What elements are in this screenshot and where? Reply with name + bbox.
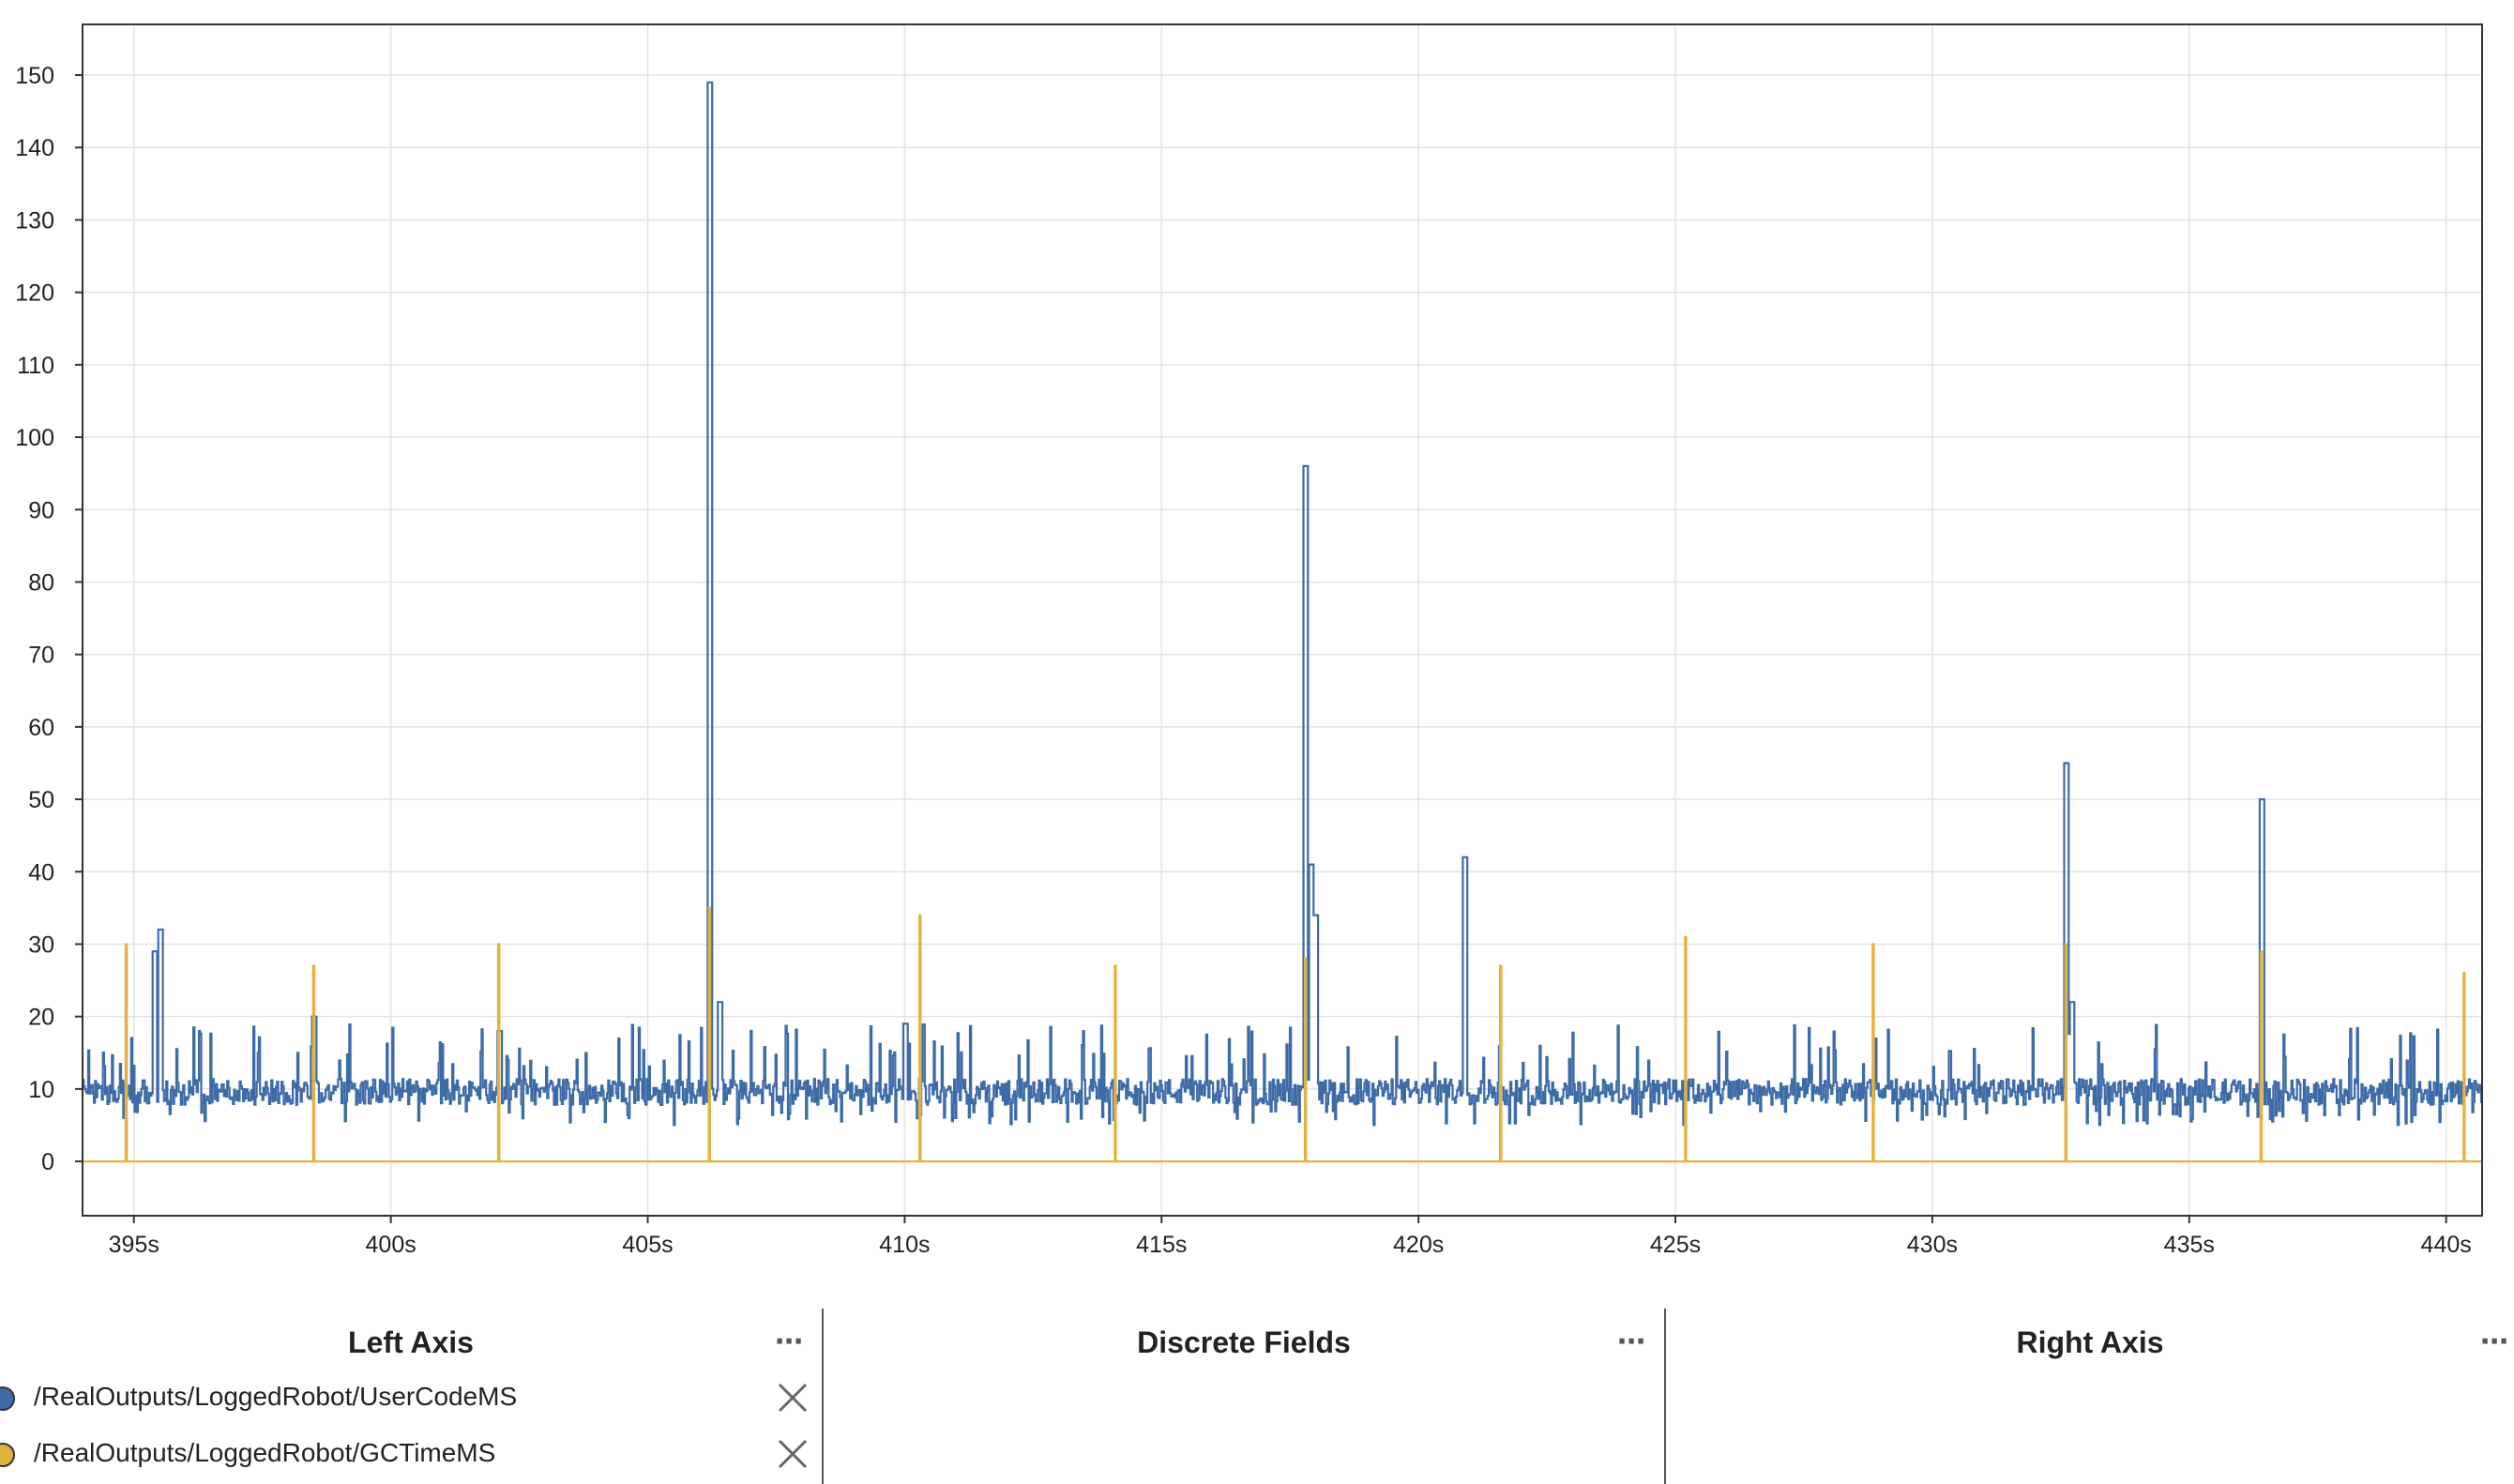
panel-divider [822,1309,824,1484]
x-tick-label: 410s [879,1232,930,1258]
y-tick-label: 90 [28,497,54,523]
field-color-dot-icon[interactable] [0,1443,15,1467]
right-axis-menu-ellipsis-icon[interactable]: ⋯ [2480,1326,2510,1357]
discrete-fields-menu-ellipsis-icon[interactable]: ⋯ [1617,1326,1647,1357]
grid-layer [83,24,2482,1216]
y-tick-label: 70 [28,643,54,669]
axis-panels: Left Axis ⋯ /RealOutputs/LoggedRobot/Use… [0,1309,2514,1484]
x-tick-label: 420s [1393,1232,1444,1258]
close-icon[interactable] [775,1436,810,1472]
field-item-gctimems[interactable]: /RealOutputs/LoggedRobot/GCTimeMS [0,1431,816,1477]
left-axis-title: Left Axis [348,1325,474,1359]
plot-frame [82,23,2483,1217]
x-tick-label: 440s [2421,1232,2472,1258]
field-color-dot-icon[interactable] [0,1386,15,1411]
field-label: /RealOutputs/LoggedRobot/GCTimeMS [34,1438,496,1467]
y-tick-label: 0 [41,1149,54,1175]
y-tick-label: 100 [15,425,54,451]
x-tick-label: 400s [366,1232,416,1258]
series-line-gctimems [83,906,2482,1163]
x-tick-label: 425s [1650,1232,1701,1258]
field-item-usercodems[interactable]: /RealOutputs/LoggedRobot/UserCodeMS [0,1374,816,1421]
y-tick-label: 110 [17,353,54,379]
panel-divider [1664,1309,1666,1484]
right-axis-title: Right Axis [2016,1325,2164,1359]
y-tick-label: 50 [28,787,54,813]
close-icon[interactable] [775,1380,810,1416]
line-chart[interactable]: 395s 400s 405s 410s 415s 420s 425s 430s 435s 440s… [0,0,2514,1276]
y-tick-label: 130 [15,207,54,234]
x-tick-label: 415s [1136,1232,1187,1258]
y-tick-label: 20 [28,1005,54,1031]
tick-layer: 395s 400s 405s 410s 415s 420s 425s 430s 435s 440s… [15,63,2471,1258]
x-tick-label: 430s [1907,1232,1958,1258]
y-tick-label: 80 [28,569,54,596]
y-tick-label: 30 [28,931,54,958]
series-line-usercodems [83,81,2482,1127]
field-label: /RealOutputs/LoggedRobot/UserCodeMS [34,1382,518,1411]
y-tick-label: 10 [28,1077,54,1103]
left-axis-panel[interactable]: Left Axis ⋯ /RealOutputs/LoggedRobot/Use… [0,1309,822,1484]
x-tick-label: 435s [2164,1232,2215,1258]
series-layer [83,81,2482,1163]
x-tick-label: 395s [109,1232,159,1258]
y-tick-label: 140 [15,135,54,161]
discrete-fields-panel[interactable]: Discrete Fields ⋯ [824,1309,1664,1484]
y-tick-label: 150 [15,63,54,89]
x-tick-label: 405s [622,1232,673,1258]
right-axis-panel[interactable]: Right Axis ⋯ [1666,1309,2514,1484]
left-axis-menu-ellipsis-icon[interactable]: ⋯ [775,1326,805,1357]
y-tick-label: 40 [28,859,54,886]
y-tick-label: 60 [28,715,54,741]
discrete-fields-title: Discrete Fields [1137,1325,1351,1359]
y-tick-label: 120 [15,280,54,307]
